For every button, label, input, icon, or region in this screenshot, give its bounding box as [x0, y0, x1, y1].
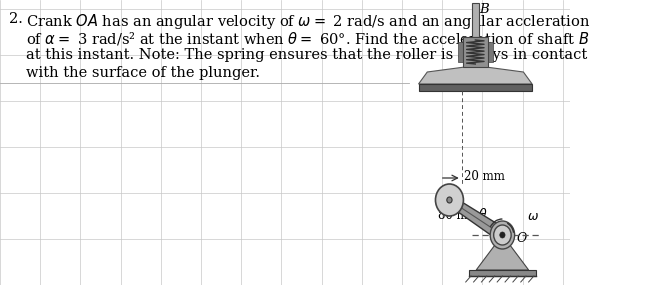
- Bar: [472, 3, 479, 37]
- Text: $\theta$: $\theta$: [479, 207, 488, 221]
- Circle shape: [436, 184, 464, 216]
- Circle shape: [490, 221, 514, 249]
- Circle shape: [500, 232, 505, 238]
- Text: 80 mm: 80 mm: [438, 209, 479, 222]
- Bar: [463, 37, 488, 67]
- Polygon shape: [476, 235, 529, 270]
- Text: $\omega$: $\omega$: [527, 210, 539, 223]
- Text: 2.: 2.: [8, 12, 23, 26]
- Text: with the surface of the plunger.: with the surface of the plunger.: [26, 66, 260, 80]
- Bar: [469, 270, 536, 276]
- Text: Crank $OA$ has an angular velocity of $\omega=$ 2 rad/s and an angular acclerati: Crank $OA$ has an angular velocity of $\…: [26, 12, 591, 31]
- Polygon shape: [447, 196, 505, 241]
- Circle shape: [447, 197, 452, 203]
- Bar: [458, 42, 463, 62]
- Polygon shape: [419, 67, 532, 84]
- Text: at this instant. Note: The spring ensures that the roller is always in contact: at this instant. Note: The spring ensure…: [26, 48, 587, 62]
- Text: B: B: [479, 3, 488, 16]
- Circle shape: [494, 225, 511, 245]
- Text: A: A: [437, 192, 447, 205]
- Bar: [419, 84, 532, 91]
- Text: O: O: [516, 231, 527, 245]
- Text: 20 mm: 20 mm: [464, 170, 505, 184]
- Text: of $\alpha=$ 3 rad/s² at the instant when $\theta=$ 60°. Find the acceleration o: of $\alpha=$ 3 rad/s² at the instant whe…: [26, 30, 589, 47]
- Bar: [488, 42, 493, 62]
